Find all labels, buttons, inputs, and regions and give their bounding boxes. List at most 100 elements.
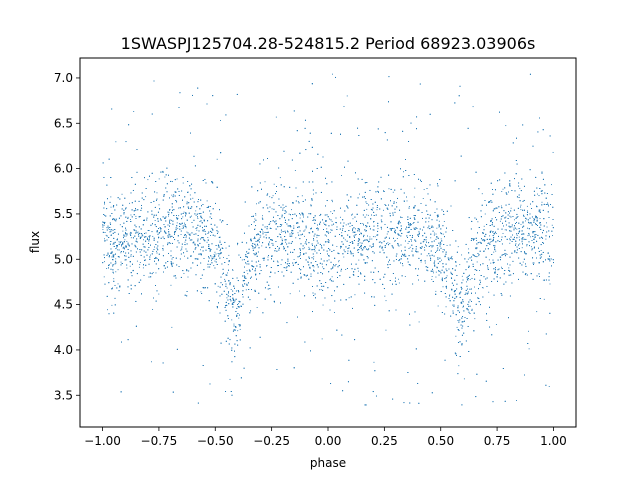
data-point [452,304,454,306]
data-point [142,235,144,237]
data-point [519,187,521,189]
data-point [158,293,160,295]
data-point [223,257,224,258]
data-point [111,304,113,306]
data-point [513,219,515,221]
data-point [273,183,275,185]
data-point [551,224,553,226]
data-point [176,178,178,180]
data-point [129,231,131,233]
data-point [271,242,273,244]
data-point [526,218,528,220]
data-point [467,291,469,293]
data-point [346,95,348,97]
data-point [195,210,197,212]
data-point [229,378,231,380]
data-point [115,258,117,260]
data-point [217,253,219,254]
data-point [502,188,504,190]
data-point [110,206,112,208]
data-point [396,238,398,239]
data-point [481,287,483,289]
data-point [446,275,448,277]
data-point [245,289,247,291]
data-point [500,205,502,207]
data-point [333,312,335,313]
data-point [446,244,448,246]
data-point [219,240,221,242]
data-point [443,221,445,222]
data-point [143,239,144,241]
data-point [527,227,528,229]
data-point [147,230,149,231]
data-point [321,338,323,340]
data-point [372,236,374,238]
data-point [435,233,437,235]
data-point [299,290,300,292]
data-point [481,193,483,195]
data-point [226,287,228,289]
data-point [343,106,345,107]
data-point [217,285,219,287]
data-point [516,228,518,230]
data-point [546,222,547,224]
data-point [474,286,475,288]
data-point [135,215,137,217]
data-point [530,246,532,248]
data-point [431,278,433,280]
data-point [371,238,373,240]
data-point [231,319,233,321]
data-point [152,308,154,310]
data-point [406,200,408,202]
data-point [238,317,240,319]
data-point [319,289,320,291]
data-point [384,295,386,297]
data-point [528,330,529,332]
data-point [293,225,295,227]
data-point [224,278,226,280]
data-point [129,218,131,220]
data-point [215,253,217,255]
data-point [520,204,522,206]
data-point [367,214,369,216]
data-point [228,254,230,256]
data-point [369,236,371,238]
data-point [518,236,520,238]
data-point [253,247,255,249]
data-point [461,275,463,277]
data-point [418,321,420,323]
data-point [505,125,507,127]
data-point [469,279,471,281]
data-point [352,213,354,215]
data-point [519,243,521,245]
data-point [246,270,248,272]
data-point [299,217,301,219]
data-point [394,240,395,242]
data-point [493,208,495,210]
data-point [119,224,121,226]
data-point [386,233,388,235]
data-point [402,265,404,267]
data-point [536,311,538,313]
data-point [305,227,307,229]
data-point [226,297,228,299]
data-point [478,255,480,257]
data-point [122,230,124,232]
data-point [232,270,234,271]
data-point [156,192,158,194]
data-point [541,201,543,203]
data-point [513,227,515,229]
data-point [184,235,185,236]
data-point [469,305,471,307]
data-point [262,229,263,231]
data-point [516,400,517,401]
data-point [403,171,404,173]
data-point [233,323,235,325]
data-point [206,200,208,202]
data-point [319,223,321,225]
data-point [372,229,374,231]
data-point [357,228,359,230]
data-point [409,246,411,248]
data-point [459,264,461,266]
